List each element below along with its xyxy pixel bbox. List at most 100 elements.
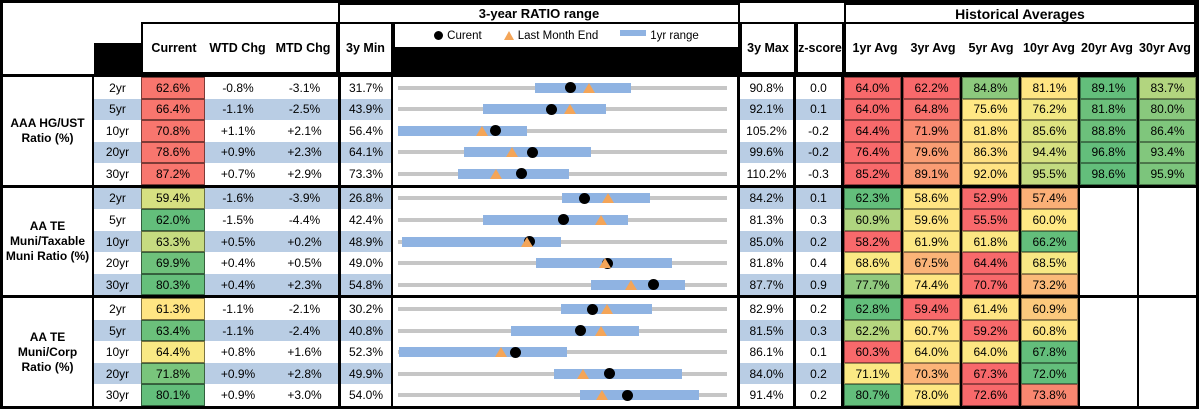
1yr-avg-cell: 60.3%: [844, 341, 903, 363]
range-chart-cell: [393, 362, 740, 385]
z-score-cell: -0.2: [796, 141, 844, 164]
3yr-avg-cell: 70.3%: [903, 362, 962, 385]
3y-max-cell: 90.8%: [740, 77, 796, 99]
group-rows: 2yr 62.6% -0.8% -3.1% 31.7% 90.8% 0.0 64…: [94, 77, 1196, 185]
last-month-end-triangle: [596, 390, 609, 401]
wtd-chg-cell: -0.8%: [222, 80, 254, 95]
10yr-avg-cell: 72.0%: [1021, 362, 1080, 385]
z-score-cell: 0.2: [796, 298, 844, 320]
ratio-group: AA TE Muni/Corp Ratio (%) 2yr 61.3% -1.1…: [3, 295, 1196, 406]
mtd-chg-cell: +0.5%: [287, 256, 322, 271]
10yr-avg-cell: 57.4%: [1021, 187, 1080, 210]
20yr-avg-cell: 88.8%: [1080, 120, 1139, 142]
30yr-avg-column-header: 30yr Avg: [1139, 41, 1191, 55]
z-score-cell: 0.1: [796, 341, 844, 363]
mtd-chg-cell: +0.2%: [271, 230, 338, 253]
3y-max-cell: 86.1%: [740, 341, 796, 363]
last-month-end-triangle: [594, 214, 607, 225]
current-value-cell: 78.6%: [141, 141, 205, 164]
1yr-range-bar: [554, 368, 682, 379]
range-plot: [398, 77, 727, 99]
3yr-avg-cell: 64.0%: [903, 341, 962, 363]
range-plot: [398, 341, 727, 363]
z-score-cell: 0.3: [796, 209, 844, 231]
30yr-avg-cell: [1139, 231, 1196, 253]
10yr-avg-cell: 85.6%: [1021, 120, 1080, 142]
current-dot-marker: [546, 103, 558, 115]
tenor-label: 5yr: [94, 319, 141, 342]
20yr-avg-cell: [1080, 384, 1139, 406]
1yr-avg-cell: 85.2%: [844, 163, 903, 185]
1yr-avg-cell: 76.4%: [844, 141, 903, 164]
10yr-avg-cell: 66.2%: [1021, 230, 1080, 253]
1yr-avg-cell: 71.1%: [844, 362, 903, 385]
1yr-avg-cell: 62.3%: [844, 187, 903, 210]
current-dot-marker: [622, 389, 634, 401]
last-month-end-triangle: [598, 258, 611, 269]
3y-max-cell: 81.8%: [740, 252, 796, 274]
legend-current: Curent: [434, 30, 482, 42]
tenor-label: 2yr: [109, 80, 126, 95]
header: 3-year RATIO range Historical Averages C…: [3, 3, 1196, 74]
30yr-avg-cell: [1139, 320, 1196, 342]
z-score-cell: 0.3: [796, 319, 844, 342]
3y-min-cell: 26.8%: [338, 187, 393, 210]
1yr-avg-cell: 60.9%: [844, 209, 903, 231]
group-label: AAA HG/UST Ratio (%): [3, 77, 94, 185]
3y-min-cell: 64.1%: [338, 141, 393, 164]
1yr-avg-column-header: 1yr Avg: [852, 41, 898, 55]
group-label: AA TE Muni/Taxable Muni Ratio (%): [3, 187, 94, 296]
tenor-label: 30yr: [105, 388, 130, 403]
table-row: 30yr 80.1% +0.9% +3.0% 54.0% 91.4% 0.2 8…: [94, 384, 1196, 406]
30yr-avg-cell: 80.0%: [1139, 98, 1196, 121]
mtd-chg-cell: -2.1%: [288, 302, 321, 317]
20yr-avg-cell: 89.1%: [1080, 77, 1139, 99]
table-row: 30yr 87.2% +0.7% +2.9% 73.3% 110.2% -0.3…: [94, 163, 1196, 185]
range-plot: [398, 298, 727, 320]
z-score-cell: 0.2: [796, 362, 844, 385]
mtd-chg-cell: +1.6%: [287, 345, 322, 360]
20yr-avg-cell: [1080, 319, 1139, 342]
1yr-range-bar: [511, 325, 639, 336]
range-track: [398, 282, 727, 287]
3y-max-column-header: 3y Max: [740, 22, 796, 74]
current-dot-marker: [603, 368, 615, 380]
mtd-chg-cell: +2.8%: [271, 362, 338, 385]
last-month-end-triangle: [490, 168, 503, 179]
mtd-chg-column-header: MTD Chg: [275, 41, 331, 55]
tenor-label: 5yr: [94, 98, 141, 121]
table-row: 5yr 62.0% -1.5% -4.4% 42.4% 81.3% 0.3 60…: [94, 209, 1196, 231]
30yr-avg-cell: [1139, 363, 1196, 385]
current-dot-marker: [526, 146, 538, 158]
3y-min-cell: 73.3%: [338, 163, 393, 185]
5yr-avg-cell: 55.5%: [962, 209, 1021, 231]
1yr-avg-cell: 77.7%: [844, 273, 903, 296]
range-chart-cell: [393, 384, 740, 406]
legend-1yr-range-label: 1yr range: [650, 29, 699, 42]
mtd-chg-cell: -4.4%: [288, 212, 321, 227]
1yr-avg-cell: 62.8%: [844, 298, 903, 320]
group-rows: 2yr 61.3% -1.1% -2.1% 30.2% 82.9% 0.2 62…: [94, 298, 1196, 406]
3y-min-cell: 52.3%: [338, 341, 393, 363]
1yr-avg-cell: 58.2%: [844, 230, 903, 253]
current-column-header: Current: [151, 41, 197, 55]
20yr-avg-cell: [1080, 298, 1139, 320]
legend-1yr-range: 1yr range: [620, 29, 699, 42]
wtd-chg-cell: -1.1%: [222, 302, 254, 317]
z-score-column-header: z-score: [796, 22, 844, 74]
1yr-range-bar: [398, 125, 528, 136]
range-plot: [398, 209, 727, 231]
z-score-cell: 0.4: [796, 252, 844, 274]
3yr-avg-cell: 78.0%: [903, 384, 962, 406]
3y-max-cell: 110.2%: [740, 163, 796, 185]
current-dot-marker: [586, 303, 598, 315]
table-row: 5yr 63.4% -1.1% -2.4% 40.8% 81.5% 0.3 62…: [94, 319, 1196, 342]
3yr-avg-cell: 62.2%: [903, 77, 962, 99]
mtd-chg-cell: +2.3%: [271, 141, 338, 164]
3y-max-cell: 84.0%: [740, 362, 796, 385]
5yr-avg-cell: 84.8%: [962, 77, 1021, 99]
range-plot: [398, 188, 727, 210]
current-value-cell: 69.9%: [141, 252, 205, 274]
range-plot: [398, 231, 727, 253]
tenor-label: 10yr: [94, 230, 141, 253]
